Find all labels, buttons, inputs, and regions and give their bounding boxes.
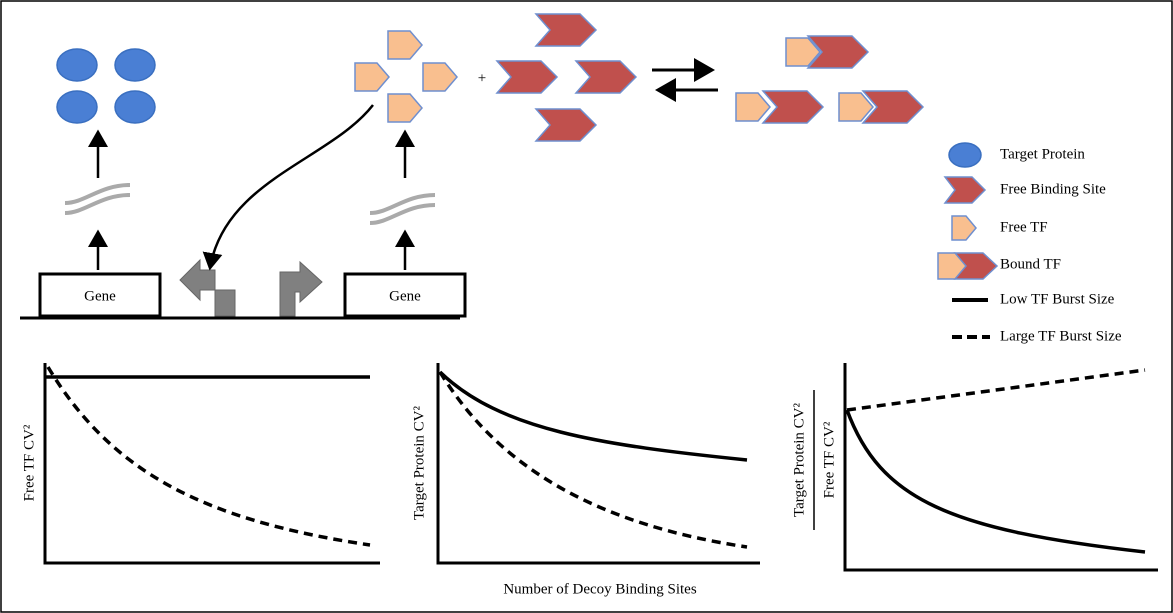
legend-label: Target Protein [1000,146,1085,162]
plot [438,363,760,563]
y-axis-label-numerator: Target Protein CV² [791,403,807,517]
legend-label: Free Binding Site [1000,181,1106,197]
y-axis-label-denominator: Free TF CV² [821,421,837,498]
legend-label: Low TF Burst Size [1000,291,1115,307]
legend-label: Large TF Burst Size [1000,328,1122,344]
reaction [355,14,923,141]
gene-label: Gene [389,288,421,304]
plot [45,363,380,563]
left-expression [20,132,240,318]
y-axis-label: Target Protein CV² [411,406,427,520]
x-axis-label: Number of Decoy Binding Sites [503,581,696,597]
diagram: Gene Gene + Target Protein Free Binding … [0,0,1173,613]
plus-sign: + [478,70,486,86]
target-proteins [57,49,155,123]
legend-icons [938,143,997,337]
page: Gene Gene + Target Protein Free Binding … [0,0,1173,613]
legend-label: Bound TF [1000,256,1061,272]
right-expression [210,105,465,318]
y-axis-label: Free TF CV² [21,424,37,501]
gene-label: Gene [84,288,116,304]
plot [814,363,1158,570]
legend-label: Free TF [1000,219,1048,235]
